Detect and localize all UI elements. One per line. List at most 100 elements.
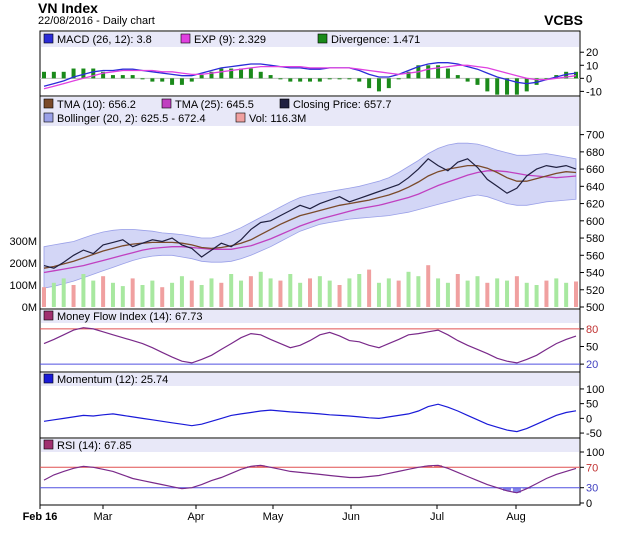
divergence-bar bbox=[110, 75, 115, 79]
divergence-bar bbox=[298, 78, 303, 82]
divergence-bar bbox=[544, 78, 549, 80]
legend-band-rsi bbox=[41, 439, 579, 452]
divergence-bar bbox=[71, 68, 76, 79]
ytick-label-macd: -10 bbox=[586, 86, 602, 98]
ytick-label-rsi: 70 bbox=[586, 462, 598, 474]
volume-bar bbox=[505, 280, 510, 307]
volume-bar bbox=[219, 282, 224, 307]
volume-bar bbox=[426, 265, 431, 307]
volume-bar bbox=[564, 282, 569, 307]
volume-bar bbox=[288, 274, 293, 307]
volume-bar bbox=[61, 278, 66, 307]
divergence-bar bbox=[396, 78, 401, 80]
legend-swatch-mfi-0 bbox=[43, 310, 54, 321]
ytick-label-macd: 10 bbox=[586, 60, 598, 72]
volume-bar bbox=[150, 280, 155, 307]
legend-swatch-macd-2 bbox=[317, 33, 328, 44]
series-line-mfi bbox=[43, 327, 577, 364]
divergence-bar bbox=[475, 78, 480, 85]
volume-bar bbox=[308, 278, 312, 307]
volume-tick-label: 0M bbox=[22, 302, 37, 314]
ytick-label-price: 660 bbox=[586, 164, 604, 176]
ytick-label-macd: 20 bbox=[586, 47, 598, 59]
divergence-bar bbox=[209, 71, 214, 79]
legend-label-price-0: TMA (10): 656.2 bbox=[57, 99, 136, 111]
ytick-label-momentum: 100 bbox=[586, 384, 604, 396]
ytick-label-momentum: 0 bbox=[586, 413, 592, 425]
divergence-bar bbox=[514, 78, 519, 95]
volume-bar bbox=[337, 285, 342, 307]
ytick-label-price: 500 bbox=[586, 302, 604, 314]
volume-bar bbox=[347, 278, 352, 307]
divergence-bar bbox=[327, 78, 332, 80]
volume-bar bbox=[376, 282, 381, 307]
volume-bar bbox=[140, 285, 145, 307]
divergence-bar bbox=[505, 78, 510, 95]
divergence-bar bbox=[485, 78, 490, 92]
legend-label-mfi-0: Money Flow Index (14): 67.73 bbox=[57, 311, 203, 323]
legend-swatch-rsi-0 bbox=[43, 439, 54, 450]
volume-bar bbox=[475, 276, 480, 307]
legend-band-price bbox=[41, 97, 579, 126]
ytick-label-mfi: 50 bbox=[586, 342, 598, 354]
ytick-label-price: 680 bbox=[586, 147, 604, 159]
divergence-bar bbox=[534, 78, 539, 85]
volume-bar bbox=[189, 280, 194, 307]
volume-bar bbox=[445, 282, 450, 307]
legend-swatch-price-1 bbox=[161, 98, 172, 109]
divergence-bar bbox=[130, 75, 135, 79]
rsi-oversold-fill bbox=[503, 487, 512, 491]
divergence-bar bbox=[495, 78, 500, 95]
ytick-label-mfi: 20 bbox=[586, 359, 598, 371]
legend-label-price-4: Vol: 116.3M bbox=[249, 113, 306, 125]
divergence-bar bbox=[268, 75, 273, 79]
volume-tick-label: 300M bbox=[9, 236, 37, 248]
legend-band-macd bbox=[41, 32, 579, 47]
ytick-label-rsi: 0 bbox=[586, 498, 592, 510]
divergence-bar bbox=[189, 78, 194, 82]
volume-bar bbox=[81, 274, 86, 307]
volume-bar bbox=[524, 282, 529, 307]
divergence-bar bbox=[436, 65, 441, 79]
legend-swatch-momentum-0 bbox=[43, 373, 54, 384]
chart-title: VN Index bbox=[38, 0, 98, 16]
divergence-bar bbox=[229, 68, 234, 79]
volume-bar bbox=[170, 282, 175, 307]
legend-label-macd-1: EXP (9): 2.329 bbox=[194, 34, 266, 46]
rsi-oversold-fill bbox=[512, 487, 521, 493]
divergence-bar bbox=[160, 78, 165, 82]
legend-label-macd-0: MACD (26, 12): 3.8 bbox=[57, 34, 152, 46]
ytick-label-price: 620 bbox=[586, 199, 604, 211]
divergence-bar bbox=[376, 78, 381, 92]
divergence-bar bbox=[445, 68, 450, 79]
rsi-overbought-fill bbox=[256, 465, 265, 468]
legend-swatch-macd-0 bbox=[43, 33, 54, 44]
volume-tick-label: 100M bbox=[9, 280, 37, 292]
xtick-label: Jul bbox=[430, 511, 444, 523]
xtick-label: May bbox=[263, 511, 284, 523]
legend-label-momentum-0: Momentum (12): 25.74 bbox=[57, 374, 168, 386]
rsi-overbought-fill bbox=[434, 465, 443, 468]
legend-band-momentum bbox=[41, 373, 579, 386]
volume-bar bbox=[485, 282, 490, 307]
ytick-label-price: 560 bbox=[586, 250, 604, 262]
divergence-bar bbox=[219, 68, 224, 79]
bollinger-band bbox=[43, 142, 577, 289]
volume-bar bbox=[416, 276, 421, 307]
series-line-rsi bbox=[43, 464, 577, 494]
volume-bar bbox=[91, 280, 96, 307]
divergence-bar bbox=[140, 78, 145, 80]
volume-bar bbox=[495, 278, 500, 307]
legend-label-price-1: TMA (25): 645.5 bbox=[175, 99, 254, 111]
divergence-bar bbox=[150, 78, 155, 82]
ytick-label-price: 580 bbox=[586, 233, 604, 245]
volume-bar bbox=[436, 278, 441, 307]
series-line-exp bbox=[43, 64, 577, 90]
volume-bar bbox=[120, 286, 125, 307]
divergence-bar bbox=[386, 78, 391, 89]
volume-tick-label: 200M bbox=[9, 258, 37, 270]
divergence-bar bbox=[455, 75, 460, 79]
ytick-label-price: 640 bbox=[586, 181, 604, 193]
